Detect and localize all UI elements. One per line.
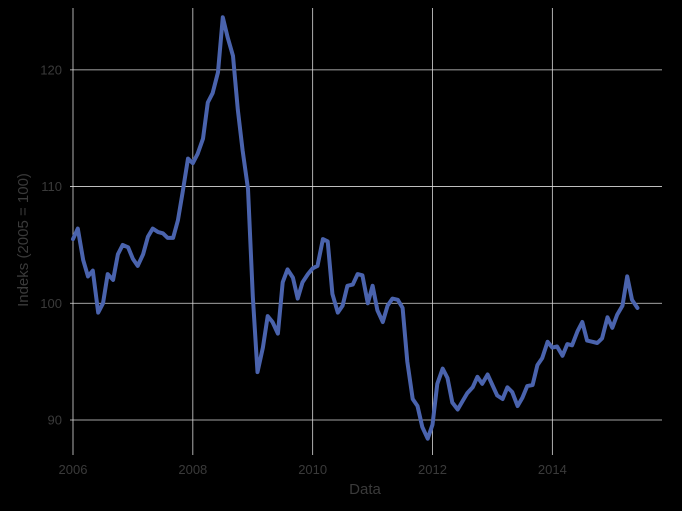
x-tick-label: 2010 <box>298 462 327 477</box>
vertical-gridlines <box>72 8 553 455</box>
x-tick-label: 2014 <box>538 462 567 477</box>
y-tick-label: 120 <box>40 62 62 77</box>
y-axis-tick-labels: 90 100 110 120 <box>40 62 62 427</box>
y-tick-label: 110 <box>41 179 62 194</box>
x-axis-title: Data <box>349 481 381 498</box>
x-tick-label: 2006 <box>59 462 88 477</box>
x-tick-label: 2012 <box>418 462 447 477</box>
x-tick-label: 2008 <box>178 462 207 477</box>
y-tick-label: 90 <box>48 412 62 427</box>
x-axis-tick-labels: 2006 2008 2010 2012 2014 <box>59 462 567 477</box>
y-tick-label: 100 <box>40 296 62 311</box>
series-layer <box>71 15 640 441</box>
series-line <box>71 15 640 441</box>
y-axis-title: Indeks (2005 = 100) <box>15 173 32 307</box>
